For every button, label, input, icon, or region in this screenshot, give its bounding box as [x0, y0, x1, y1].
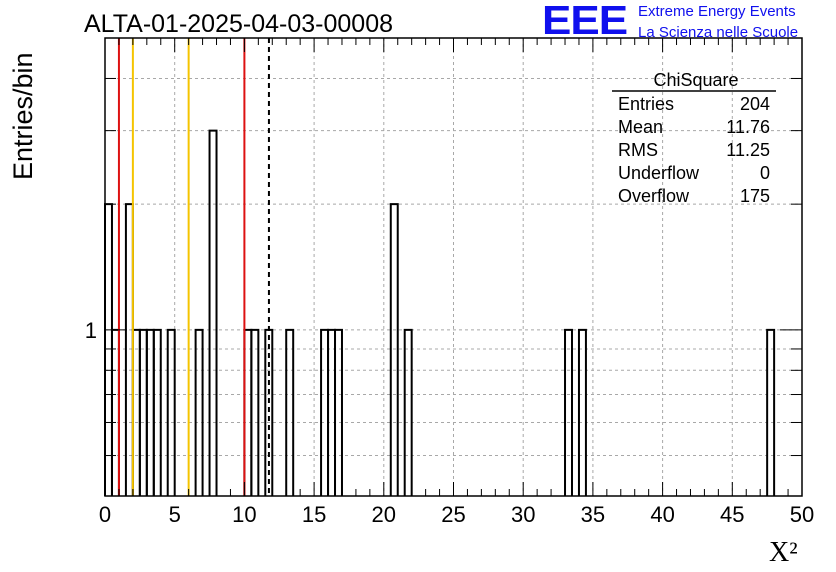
x-tick-label: 35 — [581, 502, 605, 527]
histogram-bin — [208, 129, 218, 496]
stats-value: 175 — [740, 186, 770, 206]
histogram-bin — [389, 203, 399, 496]
stats-label: Mean — [618, 117, 663, 137]
stats-label: RMS — [618, 140, 658, 160]
histogram-bin — [403, 328, 413, 496]
y-axis-label: Entries/bin — [8, 52, 38, 180]
histogram-bin — [766, 328, 776, 496]
histogram-bin — [250, 328, 260, 496]
stats-value: 11.25 — [726, 140, 770, 160]
stats-label: Overflow — [618, 186, 690, 206]
x-tick-label: 0 — [99, 502, 111, 527]
histogram-bin — [564, 328, 573, 496]
stats-label: Underflow — [618, 163, 700, 183]
logo-line-2: La Scienza nelle Scuole — [638, 24, 799, 41]
y-tick-label: 1 — [85, 318, 97, 343]
chart-title: ALTA-01-2025-04-03-00008 — [84, 10, 393, 38]
histogram-bin — [166, 328, 176, 496]
stats-title: ChiSquare — [653, 70, 738, 90]
histogram-bin — [194, 328, 204, 496]
stats-value: 11.76 — [726, 117, 770, 137]
stats-value: 204 — [740, 94, 770, 114]
eee-logo-mark: EEE — [542, 0, 628, 44]
x-tick-label: 20 — [372, 502, 396, 527]
histogram-bin — [285, 328, 295, 496]
histogram-bin — [577, 328, 587, 496]
x-tick-label: 5 — [169, 502, 181, 527]
x-tick-label: 50 — [790, 502, 814, 527]
x-tick-label: 30 — [511, 502, 535, 527]
histogram-bin — [334, 328, 343, 496]
histogram-bin — [152, 328, 162, 496]
logo-line-1: Extreme Energy Events — [638, 3, 796, 20]
x-axis-label: X² — [769, 537, 798, 568]
x-tick-label: 10 — [232, 502, 256, 527]
x-tick-label: 45 — [720, 502, 744, 527]
x-tick-label: 40 — [650, 502, 674, 527]
x-tick-label: 25 — [441, 502, 465, 527]
stats-label: Entries — [618, 94, 674, 114]
stats-value: 0 — [760, 163, 770, 183]
x-tick-label: 15 — [302, 502, 326, 527]
